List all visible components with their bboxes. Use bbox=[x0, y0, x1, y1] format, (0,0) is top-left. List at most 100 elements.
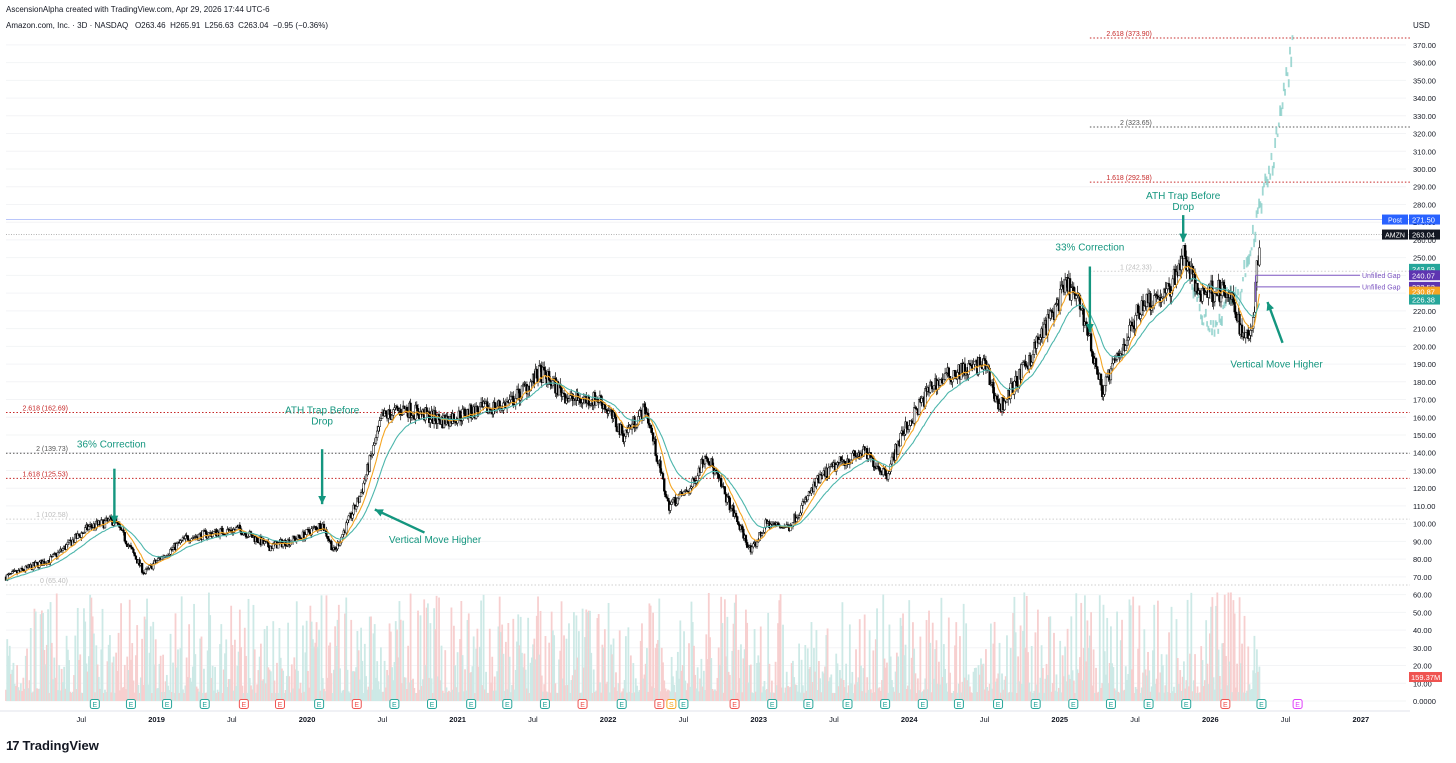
volume-bar bbox=[293, 657, 296, 701]
price-tag-value: 240.07 bbox=[1412, 271, 1435, 280]
candle-body bbox=[1037, 339, 1041, 344]
volume-bar bbox=[414, 692, 417, 701]
volume-bar bbox=[1144, 669, 1147, 701]
volume-bar bbox=[433, 608, 436, 701]
volume-bar bbox=[752, 692, 755, 701]
price-tag-bg bbox=[1409, 214, 1440, 225]
volume-bar bbox=[1135, 689, 1138, 701]
earnings-marker-label: E bbox=[580, 702, 585, 709]
volume-bar bbox=[1153, 604, 1156, 701]
volume-bar bbox=[250, 685, 252, 701]
volume-bar bbox=[294, 669, 297, 701]
volume-bar bbox=[455, 687, 458, 701]
projection-bar bbox=[1276, 133, 1279, 138]
candle-body bbox=[221, 527, 224, 534]
volume-bar bbox=[502, 653, 505, 701]
volume-bar bbox=[92, 633, 95, 701]
price-tick-label: 30.00 bbox=[1413, 644, 1432, 653]
earnings-marker-label: E bbox=[1146, 702, 1151, 709]
ema-line bbox=[5, 277, 1260, 581]
volume-bar bbox=[45, 644, 48, 701]
volume-bar bbox=[883, 658, 886, 701]
volume-bar bbox=[120, 603, 122, 701]
volume-bar bbox=[743, 649, 746, 701]
projection-bar bbox=[1214, 320, 1217, 328]
volume-bar bbox=[1140, 687, 1143, 701]
volume-bar bbox=[730, 690, 732, 701]
candle-body bbox=[723, 486, 727, 495]
candle-body bbox=[760, 533, 764, 536]
volume-bar bbox=[1017, 656, 1020, 701]
volume-bar bbox=[810, 622, 813, 701]
volume-bar bbox=[287, 622, 290, 701]
candle-body bbox=[1030, 362, 1033, 366]
candle-body bbox=[372, 444, 375, 455]
earnings-marker-label: E bbox=[129, 702, 134, 709]
ema-line bbox=[5, 265, 1260, 581]
volume-bar bbox=[235, 686, 238, 701]
volume-bar bbox=[268, 669, 271, 701]
volume-bar bbox=[775, 685, 778, 701]
volume-bar bbox=[977, 665, 980, 701]
volume-bar bbox=[454, 665, 457, 701]
volume-bar bbox=[149, 626, 152, 701]
volume-bar bbox=[991, 688, 994, 701]
volume-bar bbox=[1030, 646, 1033, 701]
volume-bar bbox=[770, 680, 773, 701]
volume-bar bbox=[793, 677, 796, 701]
candle-body bbox=[84, 527, 87, 533]
volume-bar bbox=[756, 662, 758, 701]
volume-bar bbox=[460, 600, 463, 701]
volume-bar bbox=[988, 683, 991, 701]
candle-body bbox=[238, 524, 241, 530]
volume-bar bbox=[935, 640, 938, 701]
candle-body bbox=[1096, 366, 1099, 375]
volume-bar bbox=[210, 677, 213, 701]
volume-bar bbox=[717, 647, 720, 701]
candle-body bbox=[326, 536, 329, 540]
volume-bar bbox=[582, 667, 585, 701]
volume-bar bbox=[449, 692, 452, 701]
volume-bar bbox=[39, 614, 42, 701]
volume-bar bbox=[579, 692, 582, 701]
tradingview-logo[interactable]: 17 TradingView bbox=[6, 738, 99, 753]
volume-bar bbox=[12, 662, 15, 701]
candle-body bbox=[392, 409, 395, 416]
volume-bar bbox=[607, 602, 610, 701]
volume-bar bbox=[363, 643, 366, 701]
candle-body bbox=[633, 416, 636, 428]
volume-bar bbox=[1065, 681, 1068, 701]
volume-bar bbox=[1032, 693, 1034, 701]
candle-body bbox=[1202, 287, 1205, 291]
candlesticks bbox=[4, 240, 1261, 582]
volume-bar bbox=[897, 656, 899, 701]
volume-bar bbox=[1220, 689, 1222, 701]
volume-bar bbox=[871, 692, 874, 701]
tradingview-wordmark: TradingView bbox=[22, 738, 99, 753]
candle-body bbox=[87, 526, 91, 530]
volume-bar bbox=[97, 676, 100, 701]
projection-bar bbox=[1219, 318, 1222, 325]
candle-body bbox=[917, 399, 921, 415]
volume-bar bbox=[784, 687, 787, 701]
volume-bar bbox=[132, 680, 135, 701]
earnings-marker bbox=[666, 699, 677, 709]
volume-bar bbox=[131, 643, 134, 701]
volume-bar bbox=[1118, 692, 1121, 701]
volume-bar bbox=[115, 652, 118, 701]
volume-bar bbox=[843, 687, 846, 701]
volume-bar bbox=[809, 666, 812, 701]
earnings-marker bbox=[953, 699, 964, 709]
volume-bar bbox=[86, 671, 89, 701]
candle-body bbox=[569, 395, 572, 400]
volume-bar bbox=[1249, 689, 1252, 701]
volume-bar bbox=[837, 686, 840, 701]
candle-body bbox=[461, 408, 464, 421]
candle-body bbox=[206, 535, 209, 539]
candle-body bbox=[1187, 261, 1191, 267]
symbol-header: Amazon.com, Inc. · 3D · NASDAQ O263.46 H… bbox=[6, 21, 328, 30]
earnings-marker-label: E bbox=[681, 702, 686, 709]
candle-body bbox=[828, 466, 832, 469]
candle-body bbox=[789, 525, 792, 532]
